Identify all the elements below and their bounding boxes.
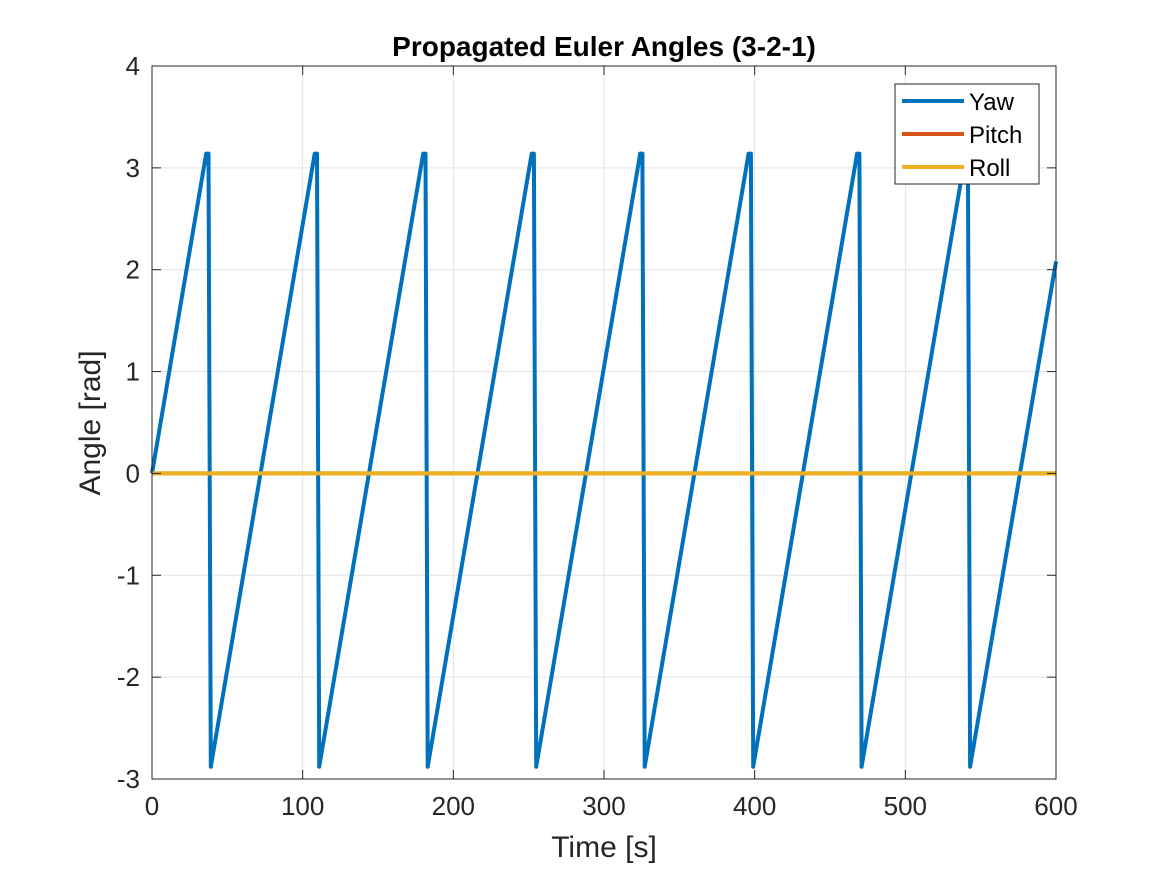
legend: Yaw Pitch Roll bbox=[894, 83, 1040, 185]
x-tick-label: 200 bbox=[432, 791, 475, 821]
ticks: 0 100 200 300 400 500 600 -3 -2 -1 0 1 2 3 4 bbox=[117, 51, 1078, 821]
x-tick-label: 400 bbox=[733, 791, 776, 821]
y-tick-label: -3 bbox=[117, 764, 140, 794]
legend-label-yaw: Yaw bbox=[969, 89, 1015, 116]
y-tick-label: -1 bbox=[117, 560, 140, 590]
legend-label-roll: Roll bbox=[969, 155, 1010, 182]
chart-title: Propagated Euler Angles (3-2-1) bbox=[392, 31, 816, 62]
x-tick-label: 100 bbox=[281, 791, 324, 821]
x-tick-label: 500 bbox=[884, 791, 927, 821]
y-tick-label: 0 bbox=[126, 458, 140, 488]
y-tick-label: 3 bbox=[126, 153, 140, 183]
y-axis-label: Angle [rad] bbox=[74, 350, 107, 495]
x-tick-label: 600 bbox=[1034, 791, 1077, 821]
y-tick-label: 4 bbox=[126, 51, 140, 81]
y-tick-label: -2 bbox=[117, 662, 140, 692]
y-tick-label: 1 bbox=[126, 357, 140, 387]
x-tick-label: 0 bbox=[145, 791, 159, 821]
x-axis-label: Time [s] bbox=[551, 831, 657, 864]
legend-label-pitch: Pitch bbox=[969, 122, 1022, 149]
y-tick-label: 2 bbox=[126, 255, 140, 285]
series-line-yaw bbox=[150, 151, 1058, 769]
series-lines bbox=[150, 151, 1058, 769]
x-tick-label: 300 bbox=[582, 791, 625, 821]
